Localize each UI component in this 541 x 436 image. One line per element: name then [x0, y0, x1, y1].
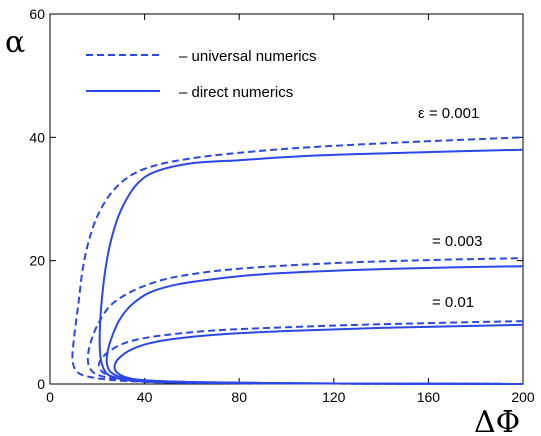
curve-dashed-eps-0003 — [86, 257, 524, 385]
curves-group — [71, 136, 524, 385]
curve-solid-eps-0003 — [105, 265, 524, 385]
annotation-eps-0001: ε = 0.001 — [418, 105, 479, 122]
x-tick-label: 40 — [137, 389, 153, 405]
plot-frame — [49, 13, 524, 385]
x-tick-label: 200 — [511, 389, 535, 405]
x-tick-label: 0 — [46, 389, 54, 405]
x-axis-label: ΔΦ — [474, 405, 520, 436]
y-tick-label: 20 — [29, 253, 45, 269]
y-axis-label: α — [5, 25, 25, 60]
curve-solid-eps-001 — [113, 323, 524, 385]
y-tick-label: 60 — [29, 6, 45, 22]
annotation-eps-0003: = 0.003 — [432, 233, 482, 250]
x-tick-label: 80 — [231, 389, 247, 405]
annotation-eps-001: = 0.01 — [432, 294, 474, 311]
axis-ticks: 0 40 80 120 160 200 0 20 40 60 — [29, 6, 534, 405]
y-tick-label: 0 — [37, 376, 45, 392]
x-tick-label: 120 — [322, 389, 346, 405]
legend-label-direct: – direct numerics — [179, 84, 293, 101]
y-tick-label: 40 — [29, 129, 45, 145]
legend-label-universal: – universal numerics — [179, 48, 317, 65]
x-tick-label: 160 — [417, 389, 441, 405]
